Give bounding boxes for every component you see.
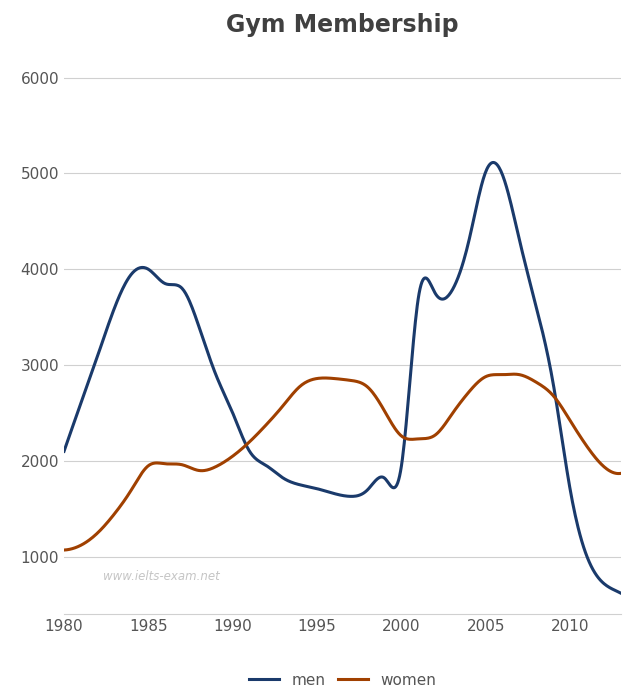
- men: [388, 483, 396, 491]
- women: [204, 466, 211, 474]
- men: [490, 158, 497, 167]
- men: [617, 589, 625, 597]
- Text: www.ielts-exam.net: www.ielts-exam.net: [103, 570, 220, 584]
- women: [60, 546, 68, 554]
- men: [312, 484, 320, 493]
- women: [388, 420, 396, 429]
- Line: men: men: [64, 163, 621, 593]
- women: [312, 375, 320, 383]
- men: [479, 175, 487, 184]
- Legend: men, women: men, women: [248, 673, 436, 688]
- women: [159, 459, 166, 468]
- men: [432, 290, 440, 299]
- women: [510, 370, 518, 378]
- women: [432, 431, 440, 439]
- women: [479, 374, 487, 383]
- men: [159, 278, 166, 286]
- Title: Gym Membership: Gym Membership: [226, 13, 459, 37]
- men: [60, 447, 68, 456]
- Line: women: women: [64, 374, 621, 550]
- men: [204, 347, 211, 355]
- women: [617, 469, 625, 477]
